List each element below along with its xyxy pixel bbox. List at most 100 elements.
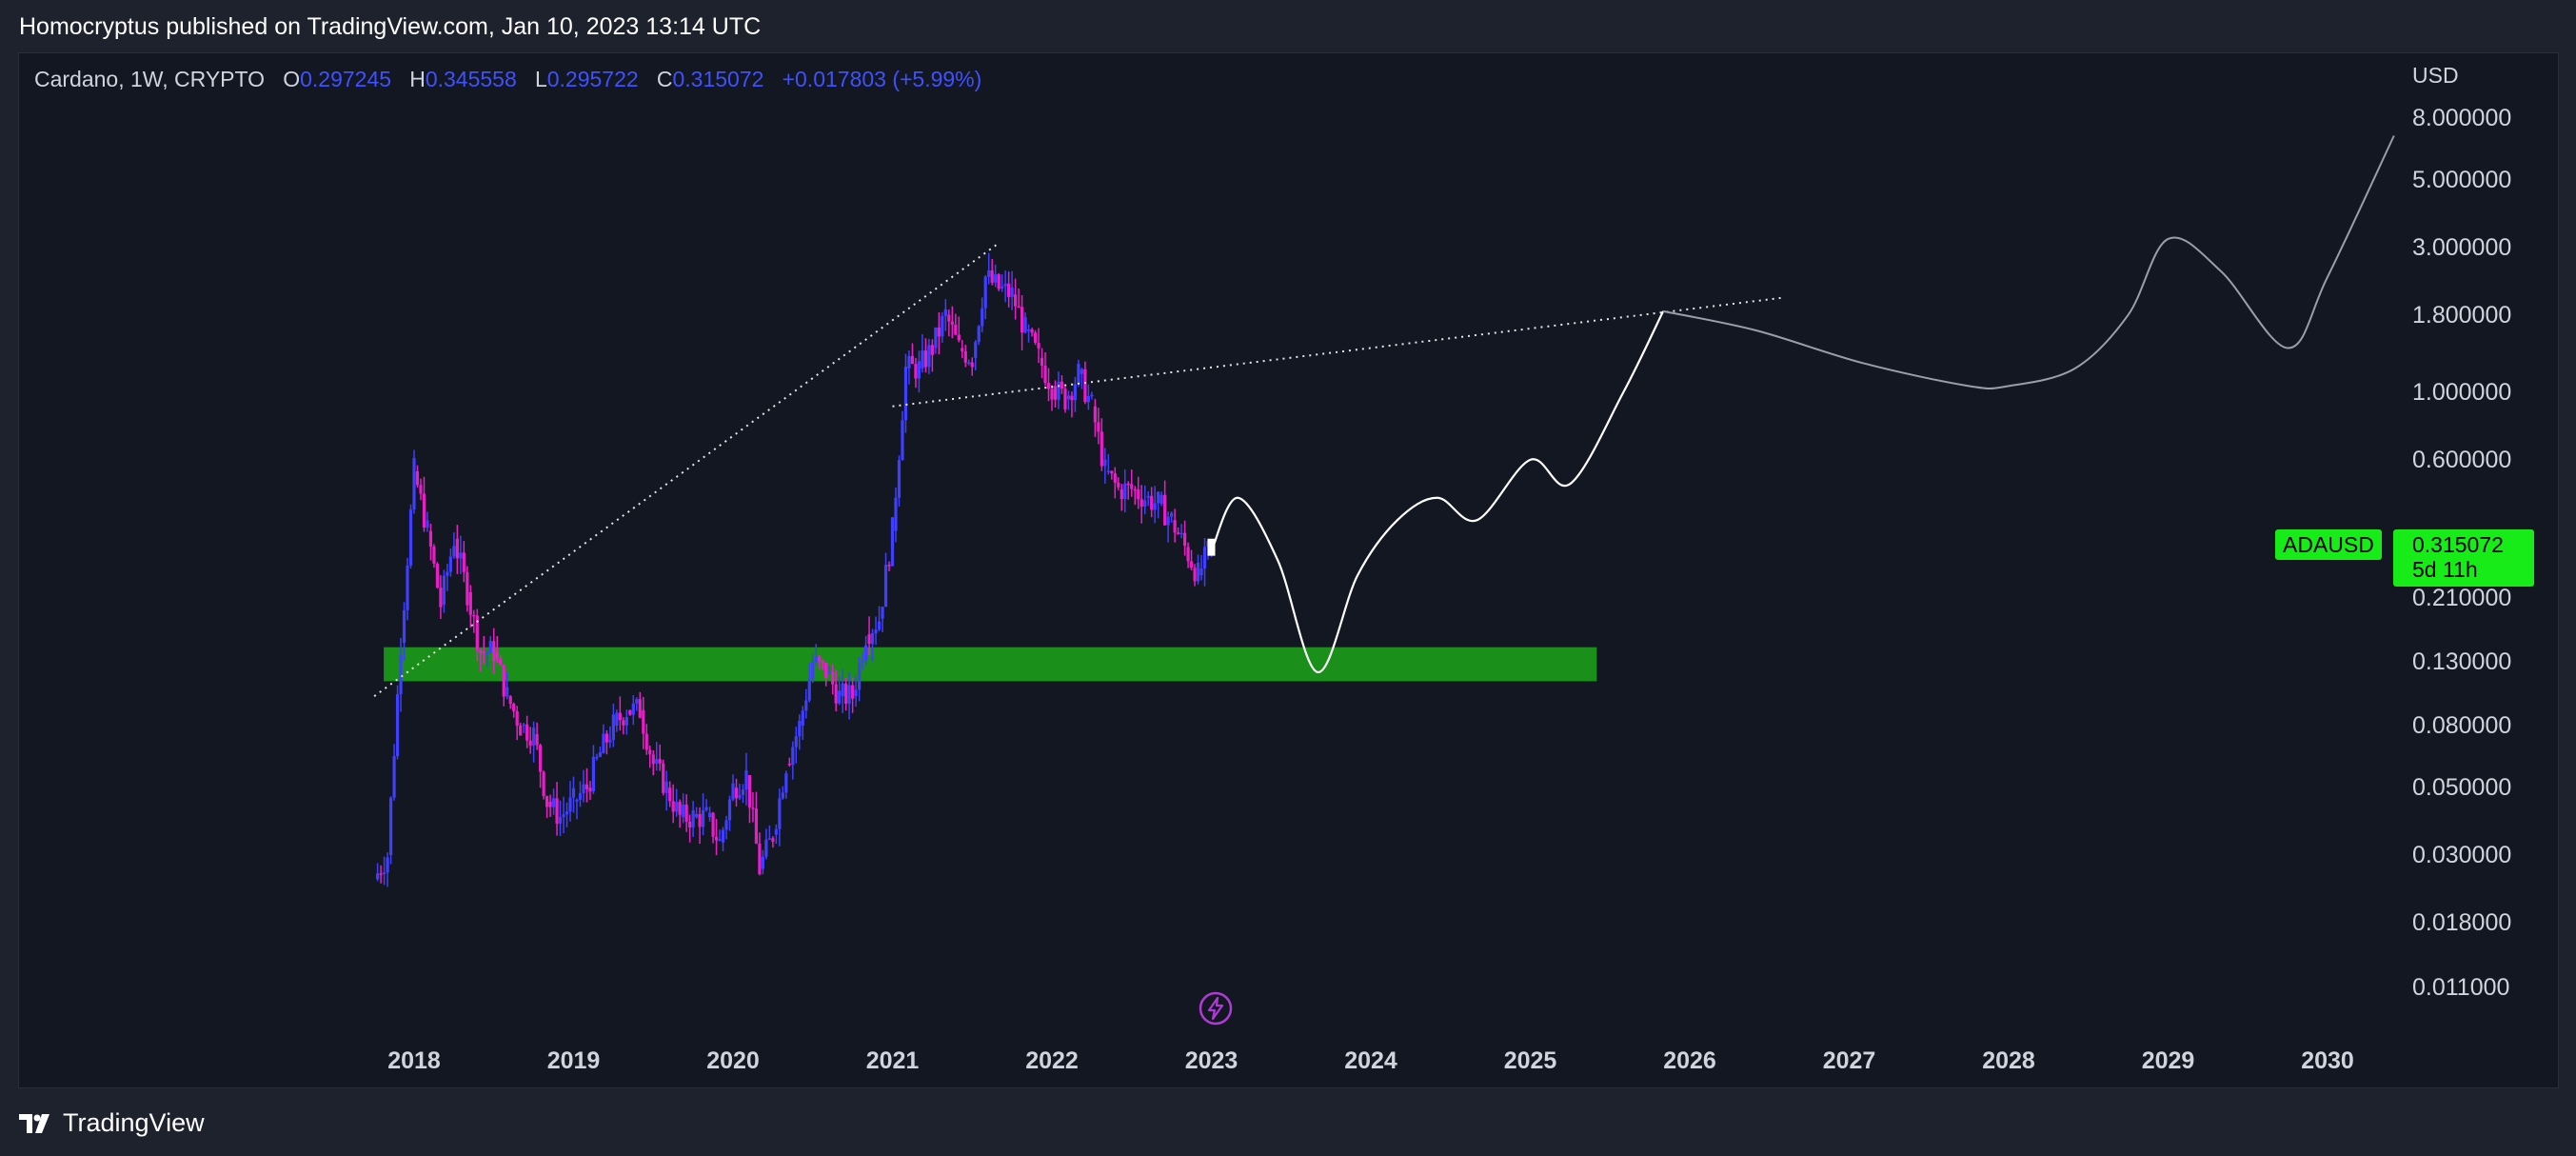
time-tick-label: 2020 (706, 1047, 760, 1074)
chart-pane[interactable] (18, 52, 2559, 1088)
candle-body (462, 552, 466, 572)
candle-body (508, 696, 512, 705)
candle-body (761, 856, 765, 869)
candle-body (1202, 547, 1207, 568)
candle-body (1001, 286, 1004, 289)
candle-body (485, 652, 489, 654)
candle-body (442, 575, 446, 606)
candle-body (575, 799, 579, 802)
candle-body (990, 270, 994, 283)
candle-body (1177, 532, 1180, 534)
candle-body (1090, 394, 1094, 397)
candle-body (1063, 389, 1067, 410)
candle-body (1103, 459, 1107, 467)
candle-body (562, 814, 565, 818)
candle-body (452, 546, 456, 557)
currency-label[interactable]: USD (2412, 63, 2459, 88)
legend-high-label: H (409, 67, 426, 91)
candle-body (1120, 488, 1123, 500)
candle-body (870, 633, 875, 645)
candle-body (525, 724, 529, 741)
candle-body (388, 797, 393, 855)
candle-body (522, 724, 525, 727)
candle-body (1173, 520, 1177, 533)
candle-body (651, 754, 655, 765)
candle-body (468, 591, 472, 615)
candle-body (459, 552, 463, 559)
price-tick-label: 1.800000 (2412, 301, 2512, 329)
candle-body (1083, 369, 1087, 403)
candle-body (894, 497, 898, 531)
candle-body (897, 460, 902, 498)
candle-body (947, 314, 951, 322)
candle-body (970, 362, 974, 368)
candle-body (428, 530, 433, 548)
candle-body (571, 787, 576, 798)
candle-body (704, 807, 708, 810)
time-tick-label: 2022 (1025, 1047, 1079, 1074)
candle-body (1179, 532, 1183, 535)
candle-body (921, 350, 924, 369)
candle-body (838, 690, 842, 704)
candle-body (917, 361, 921, 379)
candle-body (1043, 365, 1047, 384)
replay-lightning-icon[interactable] (1198, 990, 1234, 1026)
candle-body (854, 689, 858, 697)
footer-brand[interactable]: TradingView (19, 1108, 205, 1138)
time-tick-label: 2024 (1344, 1047, 1397, 1074)
candle-body (941, 315, 944, 337)
candle-body (747, 774, 752, 808)
projection-path (1210, 310, 1665, 673)
candle-body (867, 634, 871, 645)
candle-body (545, 796, 549, 807)
legend-symbol: Cardano, 1W, CRYPTO (34, 67, 266, 91)
last-price-value: 0.315072 (2412, 532, 2504, 557)
legend-close-value: 0.315072 (672, 67, 764, 91)
candle-body (644, 733, 648, 750)
candle-body (678, 802, 682, 815)
candle-body (1189, 561, 1194, 568)
candle-body (472, 614, 476, 617)
candle-body (502, 665, 505, 697)
time-tick-label: 2028 (1982, 1047, 2035, 1074)
candle-body (1080, 369, 1084, 374)
candle-body (512, 704, 516, 711)
candle-body (455, 538, 459, 559)
candle-body (568, 797, 572, 812)
candle-body (1110, 470, 1114, 474)
candle-body (967, 362, 971, 365)
candle-body (499, 658, 503, 666)
candle-body (954, 324, 958, 335)
time-tick-label: 2021 (865, 1047, 920, 1074)
candle-body (412, 458, 416, 510)
candle-body (618, 712, 622, 721)
candle-body (671, 801, 675, 812)
candle-body (1159, 494, 1163, 505)
trendlines-layer (373, 242, 1783, 697)
candle-body (758, 843, 762, 875)
price-tick-label: 0.210000 (2412, 585, 2512, 612)
candle-body (695, 813, 699, 818)
candle-body (1153, 503, 1157, 510)
candle-body (684, 804, 688, 822)
candle-body (811, 661, 815, 679)
candle-body (1070, 395, 1074, 401)
candle-body (558, 817, 563, 824)
candle-body (505, 687, 509, 697)
candle-body (475, 615, 479, 651)
publisher-line: Homocryptus published on TradingView.com… (19, 13, 762, 40)
candle-body (1137, 489, 1140, 500)
candle-body (787, 763, 791, 766)
candle-body (724, 820, 728, 830)
legend-low-value: 0.295722 (546, 67, 639, 91)
candle-body (551, 798, 556, 807)
candle-body (1023, 317, 1027, 333)
candle-body (834, 684, 838, 704)
candle-body (731, 783, 735, 800)
price-tick-label: 0.030000 (2412, 841, 2512, 868)
candle-body (488, 641, 492, 653)
time-tick-label: 2030 (2301, 1047, 2354, 1074)
support-zone-layer (384, 647, 1597, 682)
candle-body (492, 641, 496, 662)
